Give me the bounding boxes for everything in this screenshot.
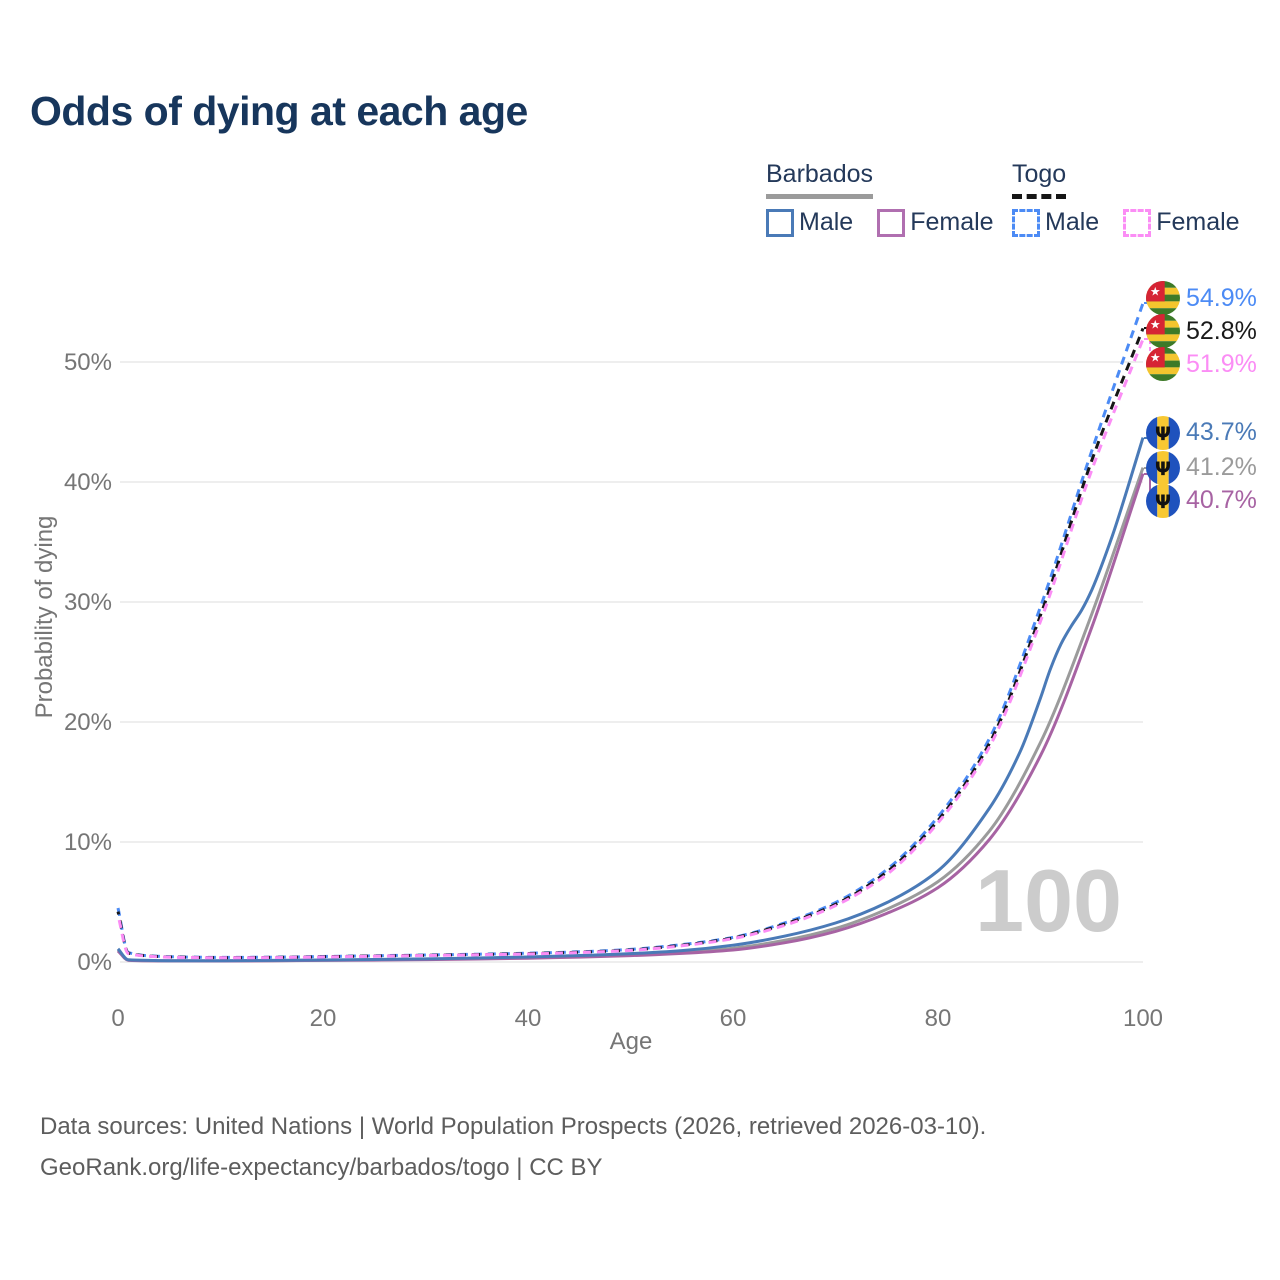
legend-group-togo: Togo Male Female [1012, 160, 1240, 237]
page-title: Odds of dying at each age [30, 88, 528, 134]
legend-label-barbados-male: Male [799, 208, 854, 236]
svg-text:0: 0 [111, 1005, 124, 1032]
x-axis-tick-labels: 0 20 40 60 80 100 [111, 1005, 1163, 1032]
barbados-flag-icon: Ψ [1146, 450, 1180, 485]
annotation-barbados-both: Ψ 41.2% [1146, 450, 1257, 485]
svg-text:50%: 50% [64, 349, 112, 376]
annotation-togo-male: ★ 54.9% [1146, 281, 1257, 316]
annotation-value: 54.9% [1186, 283, 1257, 312]
svg-text:30%: 30% [64, 589, 112, 616]
svg-text:★: ★ [1150, 351, 1161, 365]
svg-text:20: 20 [310, 1005, 337, 1032]
barbados-flag-icon: Ψ [1146, 483, 1180, 518]
legend-swatch-togo-male [1012, 208, 1040, 237]
data-series-lines [116, 302, 1145, 963]
svg-text:0%: 0% [77, 949, 112, 976]
legend-label-togo-male: Male [1045, 208, 1100, 236]
svg-text:★: ★ [1150, 285, 1161, 299]
annotation-value: 51.9% [1186, 349, 1257, 378]
legend-country-barbados: Barbados [766, 160, 874, 199]
legend-swatch-barbados-female [877, 208, 906, 237]
svg-text:Ψ: Ψ [1155, 423, 1171, 445]
x-axis-title: Age [609, 1028, 653, 1055]
footer-line-2: GeoRank.org/life-expectancy/barbados/tog… [40, 1154, 603, 1181]
togo-flag-icon: ★ [1146, 281, 1180, 316]
legend-label-togo-female: Female [1156, 208, 1240, 236]
svg-text:60: 60 [720, 1005, 747, 1032]
legend-country-togo: Togo [1012, 160, 1067, 199]
series-line-barbados-male [116, 437, 1145, 963]
togo-flag-icon: ★ [1146, 347, 1180, 382]
annotation-togo-female: ★ 51.9% [1146, 347, 1257, 382]
legend-swatch-barbados-male [766, 208, 794, 237]
svg-text:100: 100 [1123, 1005, 1163, 1032]
svg-text:Ψ: Ψ [1155, 458, 1171, 480]
togo-flag-icon: ★ [1146, 314, 1180, 349]
legend-label-barbados-female: Female [910, 208, 994, 236]
annotation-value: 41.2% [1186, 453, 1257, 482]
annotation-value: 43.7% [1186, 418, 1257, 447]
series-line-togo-male [116, 302, 1145, 959]
svg-text:10%: 10% [64, 829, 112, 856]
annotation-barbados-female: Ψ 40.7% [1146, 483, 1257, 518]
annotation-barbados-male: Ψ 43.7% [1146, 415, 1257, 450]
legend-group-barbados: Barbados Male Female [766, 160, 994, 237]
svg-text:40: 40 [515, 1005, 542, 1032]
annotation-togo-both: ★ 52.8% [1146, 314, 1257, 349]
legend-swatch-togo-female [1123, 208, 1152, 237]
age-watermark: 100 [975, 851, 1122, 950]
svg-text:Ψ: Ψ [1155, 491, 1171, 513]
data-source-footer: Data sources: United Nations | World Pop… [40, 1106, 986, 1188]
annotation-value: 40.7% [1186, 486, 1257, 515]
series-line-togo-female [116, 338, 1145, 960]
svg-text:40%: 40% [64, 469, 112, 496]
svg-text:80: 80 [925, 1005, 952, 1032]
svg-text:★: ★ [1150, 318, 1161, 332]
footer-line-1: Data sources: United Nations | World Pop… [40, 1113, 987, 1140]
annotation-value: 52.8% [1186, 316, 1257, 345]
barbados-flag-icon: Ψ [1146, 415, 1180, 450]
svg-text:20%: 20% [64, 709, 112, 736]
y-axis-tick-labels: 0% 10% 20% 30% 40% 50% [64, 349, 112, 976]
y-axis-title: Probability of dying [31, 515, 58, 719]
